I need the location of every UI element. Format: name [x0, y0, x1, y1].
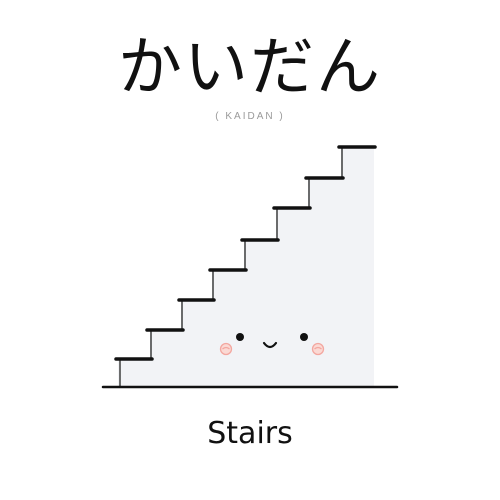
japanese-word: かいだん — [118, 31, 382, 105]
smile-mouth — [262, 341, 278, 349]
english-translation: Stairs — [207, 416, 293, 451]
smiling-face — [219, 333, 325, 356]
stairs-body — [118, 147, 374, 386]
left-blush — [219, 342, 233, 356]
left-eye — [236, 333, 244, 341]
stair-risers — [119, 147, 343, 386]
right-blush — [311, 342, 325, 356]
romaji-reading: ( KAIDAN ) — [215, 111, 285, 122]
stair-treads — [114, 145, 377, 361]
right-eye — [300, 333, 308, 341]
